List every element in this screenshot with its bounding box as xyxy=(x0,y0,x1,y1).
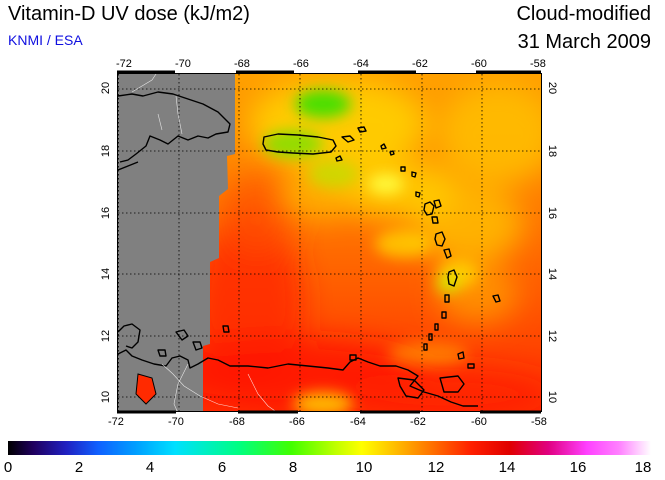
lon-label: -70 xyxy=(168,416,184,428)
lon-label: -72 xyxy=(116,58,132,70)
lat-label: 14 xyxy=(546,267,558,281)
colorbar-tick: 8 xyxy=(288,459,298,476)
lat-label: 12 xyxy=(100,329,112,343)
lat-label: 18 xyxy=(546,144,558,158)
lat-label: 18 xyxy=(100,144,112,158)
map-svg xyxy=(118,74,541,411)
map-title: Vitamin-D UV dose (kJ/m2) xyxy=(8,3,250,25)
graticule xyxy=(118,74,541,411)
colorbar-tick: 0 xyxy=(3,459,13,476)
map-mode: Cloud-modified xyxy=(516,3,651,25)
colorbar-tick: 6 xyxy=(217,459,227,476)
lon-label: -58 xyxy=(531,416,547,428)
lat-label: 10 xyxy=(100,390,112,404)
lat-label: 20 xyxy=(100,81,112,95)
coastlines xyxy=(118,91,501,407)
colorbar-tick: 12 xyxy=(427,459,445,476)
lon-label: -62 xyxy=(410,416,426,428)
lon-label: -60 xyxy=(471,58,487,70)
lon-label: -64 xyxy=(353,58,369,70)
lon-label: -68 xyxy=(229,416,245,428)
lon-label: -60 xyxy=(471,416,487,428)
borders xyxy=(131,74,276,411)
lon-label: -72 xyxy=(108,416,124,428)
lat-label: 12 xyxy=(546,329,558,343)
lat-label: 14 xyxy=(100,267,112,281)
no-data-region xyxy=(118,74,235,411)
colorbar xyxy=(8,441,651,455)
lon-label: -62 xyxy=(412,58,428,70)
low-dose-areas xyxy=(263,90,478,411)
high-dose-areas xyxy=(148,174,541,411)
lat-label: 10 xyxy=(546,390,558,404)
lon-label: -64 xyxy=(350,416,366,428)
lake-maracaibo xyxy=(135,373,157,405)
colorbar-tick: 18 xyxy=(634,459,652,476)
colorbar-tick: 14 xyxy=(498,459,516,476)
map-date: 31 March 2009 xyxy=(517,31,651,53)
map-source: KNMI / ESA xyxy=(8,32,83,48)
lon-label: -68 xyxy=(234,58,250,70)
lat-label: 20 xyxy=(546,81,558,95)
lon-label: -66 xyxy=(293,58,309,70)
colorbar-tick: 4 xyxy=(145,459,155,476)
colorbar-tick: 16 xyxy=(569,459,587,476)
colorbar-tick: 2 xyxy=(74,459,84,476)
uv-dose-map xyxy=(117,73,542,412)
lon-label: -58 xyxy=(530,58,546,70)
lat-label: 16 xyxy=(100,206,112,220)
lon-label: -70 xyxy=(175,58,191,70)
lon-label: -66 xyxy=(289,416,305,428)
colorbar-tick: 10 xyxy=(355,459,373,476)
lat-label: 16 xyxy=(546,206,558,220)
